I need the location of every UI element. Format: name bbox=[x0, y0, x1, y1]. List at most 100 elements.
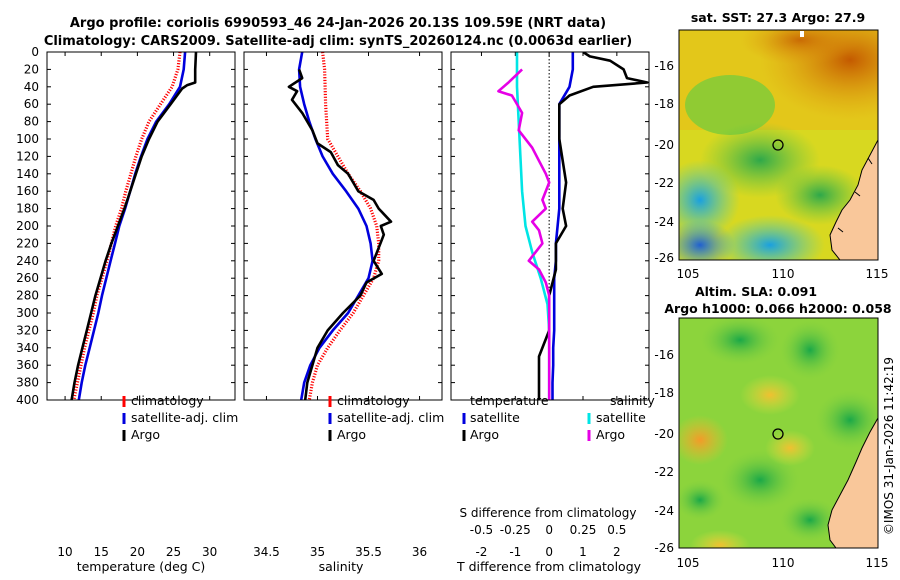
temperature-xlabel: temperature (deg C) bbox=[77, 559, 206, 574]
sst-argo-marker bbox=[772, 139, 784, 151]
x-tick-label: 36 bbox=[412, 545, 427, 559]
sst-land bbox=[829, 139, 878, 260]
x-tick-label: -2 bbox=[475, 545, 487, 559]
legend-label-s-argo: Argo bbox=[596, 427, 625, 442]
y-tick-label: 300 bbox=[16, 306, 39, 320]
sst-ytick: -18 bbox=[654, 97, 674, 111]
legend-label-argo: Argo bbox=[131, 427, 160, 442]
series-line-temperature-satellite bbox=[551, 52, 575, 400]
y-tick-label: 100 bbox=[16, 132, 39, 146]
series-line-argo bbox=[70, 52, 198, 400]
x-tick-label: 34.5 bbox=[253, 545, 280, 559]
sla-map-title-1: Altim. SLA: 0.091 bbox=[695, 284, 817, 299]
y-tick-label: 0 bbox=[31, 45, 39, 59]
s-difference-label: S difference from climatology bbox=[460, 506, 637, 520]
series-line-argo bbox=[287, 68, 393, 400]
legend-label-t-argo: Argo bbox=[470, 427, 499, 442]
sla-xtick: 105 bbox=[677, 556, 700, 570]
salinity-legend: climatology satellite-adj. clim Argo bbox=[328, 393, 444, 442]
sla-ytick: -16 bbox=[654, 348, 674, 362]
sla-ytick: -22 bbox=[654, 465, 674, 479]
sst-ytick: -16 bbox=[654, 59, 674, 73]
salinity-plot-frame bbox=[243, 51, 443, 401]
title-line-1: Argo profile: coriolis 6990593_46 24-Jan… bbox=[70, 16, 606, 31]
sla-field bbox=[679, 318, 878, 548]
x-tick-label: -1 bbox=[509, 545, 521, 559]
legend-title-salinity: salinity bbox=[610, 393, 655, 408]
legend-label-satellite-adj: satellite-adj. clim bbox=[131, 410, 238, 425]
s-difference-axis: -0.5 -0.25 0 0.25 0.5 bbox=[470, 523, 627, 537]
credit-text: ©IMOS 31-Jan-2026 11:42:19 bbox=[882, 357, 896, 535]
y-tick-label: 180 bbox=[16, 202, 39, 216]
y-tick-label: 320 bbox=[16, 323, 39, 337]
legend-label-s-satellite: satellite bbox=[596, 410, 646, 425]
sla-land bbox=[827, 416, 878, 548]
series-line-climatology bbox=[307, 52, 381, 400]
legend-label-satellite-adj: satellite-adj. clim bbox=[337, 410, 444, 425]
legend-label-t-satellite: satellite bbox=[470, 410, 520, 425]
y-tick-label: 160 bbox=[16, 184, 39, 198]
y-tick-label: 60 bbox=[24, 97, 39, 111]
y-tick-label: 340 bbox=[16, 341, 39, 355]
y-tick-label: 280 bbox=[16, 289, 39, 303]
s-tick-label: 0 bbox=[545, 523, 553, 537]
x-tick-label: 15 bbox=[94, 545, 109, 559]
sst-ytick: -26 bbox=[654, 251, 674, 265]
sla-xtick: 110 bbox=[772, 556, 795, 570]
series-line-satellite-adj-clim bbox=[297, 52, 374, 400]
sst-xtick: 110 bbox=[772, 267, 795, 281]
s-tick-label: -0.5 bbox=[470, 523, 493, 537]
x-tick-label: 35.5 bbox=[355, 545, 382, 559]
s-tick-label: -0.25 bbox=[500, 523, 531, 537]
y-tick-label: 140 bbox=[16, 167, 39, 181]
y-tick-label: 200 bbox=[16, 219, 39, 233]
x-tick-label: 0 bbox=[545, 545, 553, 559]
temperature-difference-legend: temperature satellite Argo bbox=[462, 393, 549, 442]
y-tick-label: 260 bbox=[16, 271, 39, 285]
y-tick-label: 400 bbox=[16, 393, 39, 407]
series-line-salinity-argo bbox=[497, 68, 551, 400]
sst-xtick: 105 bbox=[677, 267, 700, 281]
sst-field bbox=[679, 30, 878, 260]
sst-map: sat. SST: 27.3 Argo: 27.9 105 110 115 -1… bbox=[654, 10, 888, 281]
sla-map-axes: 105 110 115 -16 -18 -20 -22 -24 -26 bbox=[654, 348, 888, 570]
legend-label-climatology: climatology bbox=[337, 393, 410, 408]
x-tick-label: 1 bbox=[579, 545, 587, 559]
sst-ytick: -20 bbox=[654, 138, 674, 152]
x-tick-label: 10 bbox=[57, 545, 72, 559]
difference-plot-frame bbox=[450, 51, 650, 401]
sla-ytick: -24 bbox=[654, 504, 674, 518]
y-tick-label: 20 bbox=[24, 62, 39, 76]
legend-label-argo: Argo bbox=[337, 427, 366, 442]
y-tick-label: 360 bbox=[16, 358, 39, 372]
difference-series bbox=[497, 52, 649, 400]
sla-xtick: 115 bbox=[866, 556, 889, 570]
y-tick-label: 40 bbox=[24, 80, 39, 94]
t-difference-axis: -2 -1 0 1 2 bbox=[451, 51, 649, 559]
title-line-2: Climatology: CARS2009. Satellite-adj cli… bbox=[44, 34, 632, 49]
salinity-series bbox=[287, 52, 393, 400]
s-tick-label: 0.5 bbox=[607, 523, 626, 537]
salinity-axis: 34.5 35 35.5 36 bbox=[244, 51, 442, 559]
y-tick-label: 80 bbox=[24, 115, 39, 129]
salinity-panel: 34.5 35 35.5 36 salinity climatology satell… bbox=[243, 51, 444, 574]
sst-ytick: -22 bbox=[654, 176, 674, 190]
temperature-axis: 10 15 20 25 30 bbox=[57, 52, 217, 559]
temperature-plot-frame bbox=[46, 51, 236, 401]
temperature-legend: climatology satellite-adj. clim Argo bbox=[122, 393, 238, 442]
legend-label-climatology: climatology bbox=[131, 393, 204, 408]
depth-axis: 0 20 40 60 80 100 120 140 160 180 200 220 240 260 280 3… bbox=[16, 45, 235, 407]
y-tick-label: 380 bbox=[16, 376, 39, 390]
temperature-series bbox=[70, 52, 198, 400]
sla-map: Altim. SLA: 0.091 Argo h1000: 0.066 h200… bbox=[654, 284, 891, 570]
x-tick-label: 25 bbox=[166, 545, 181, 559]
series-line-temperature-argo bbox=[537, 52, 649, 400]
legend-title-temperature: temperature bbox=[470, 393, 549, 408]
x-tick-label: 2 bbox=[613, 545, 621, 559]
sla-ytick: -20 bbox=[654, 427, 674, 441]
sla-map-frame bbox=[678, 317, 879, 549]
x-tick-label: 35 bbox=[310, 545, 325, 559]
sla-argo-marker bbox=[772, 428, 784, 440]
y-tick-label: 240 bbox=[16, 254, 39, 268]
